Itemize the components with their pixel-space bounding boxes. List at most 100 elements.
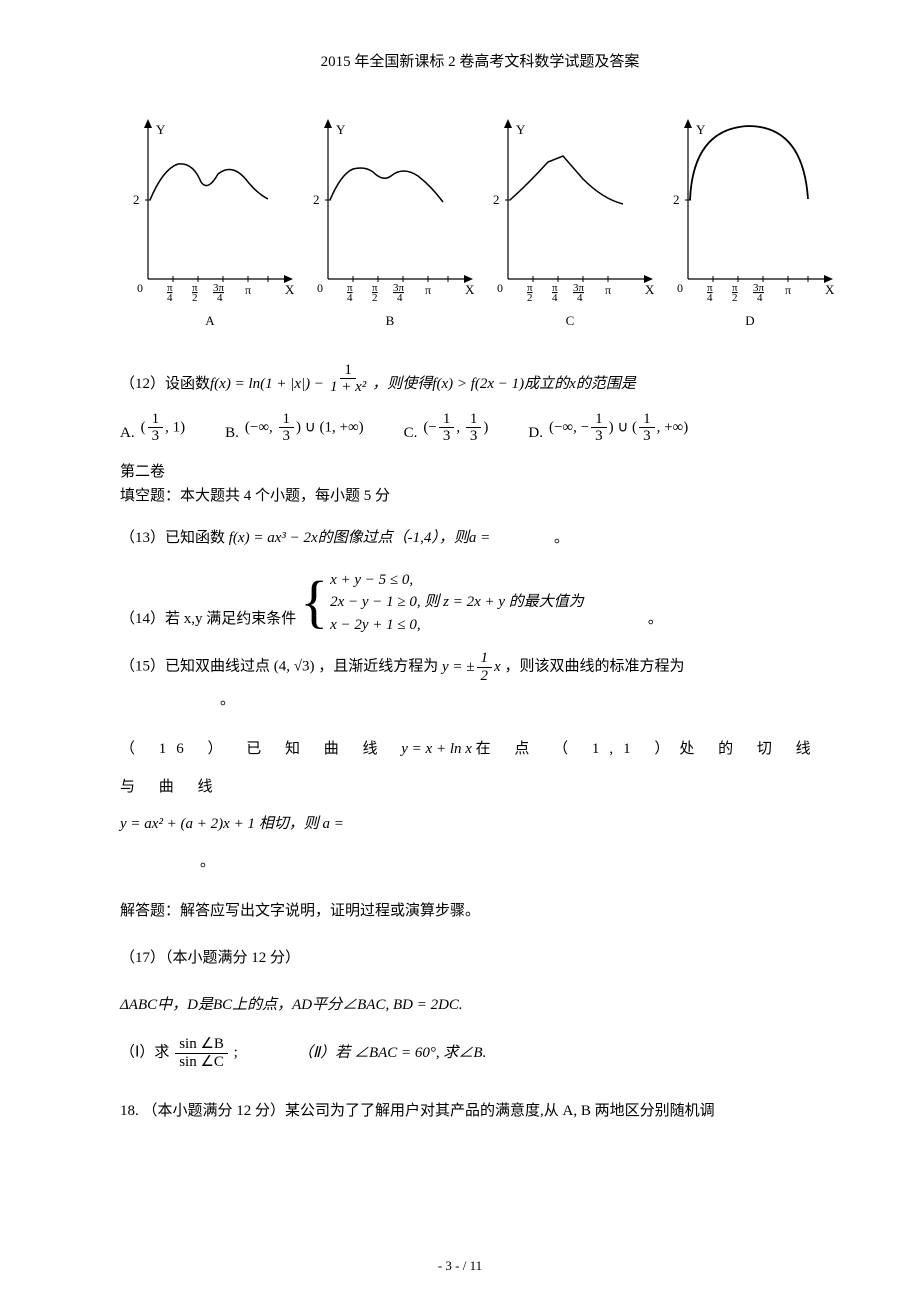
q14: （14）若 x,y 满足约束条件 { x + y − 5 ≤ 0, 2x − y…: [120, 569, 840, 637]
svg-text:Y: Y: [516, 122, 526, 137]
svg-text:2: 2: [527, 292, 533, 304]
svg-text:π: π: [785, 283, 791, 297]
svg-text:Y: Y: [696, 122, 706, 137]
q12-opt-D: D. (−∞, −13) ∪ (13, +∞): [528, 411, 688, 445]
q16-p1: （ 16 ） 已 知 曲 线: [120, 741, 401, 757]
q12: （12）设函数 f(x) = ln(1 + |x|) − 1 1 + x² ，则…: [120, 362, 840, 396]
svg-text:π: π: [425, 283, 431, 297]
q12-formula-lead: f(x) = ln(1 + |x|) −: [210, 372, 324, 396]
q14-dot: 。: [648, 603, 663, 636]
svg-text:4: 4: [552, 292, 558, 304]
chart-A-svg: Y 2 0 π 4 π 2 3π 4 π X: [123, 114, 298, 309]
q15-asym-num: 1: [477, 650, 493, 668]
chart-A-label: A: [205, 311, 214, 332]
svg-text:0: 0: [497, 281, 503, 295]
q18: 18. （本小题满分 12 分）某公司为了了解用户对其产品的满意度,从 A, B…: [120, 1095, 840, 1128]
chart-C: Y 2 0 π 2 π 4 3π 4 π X C: [480, 114, 660, 332]
opt-label-A: A.: [120, 421, 135, 445]
q14-prefix: （14）若 x,y 满足约束条件: [120, 603, 296, 636]
q17-frac-num: sin ∠B: [175, 1036, 228, 1054]
q12-frac: 1 1 + x²: [326, 362, 370, 396]
chart-B: Y 2 0 π 4 π 2 3π 4 π X B: [300, 114, 480, 332]
svg-text:X: X: [825, 282, 835, 297]
q16-dot: 。: [200, 854, 215, 870]
q17-part1-post: ;: [234, 1045, 238, 1061]
svg-text:Y: Y: [336, 122, 346, 137]
chart-C-svg: Y 2 0 π 2 π 4 3π 4 π X: [483, 114, 658, 309]
svg-text:X: X: [465, 282, 475, 297]
q15-asym-tail: x: [494, 659, 501, 675]
q17-frac-den: sin ∠C: [175, 1054, 228, 1071]
chart-C-label: C: [566, 311, 575, 332]
svg-text:4: 4: [397, 292, 403, 304]
svg-text:4: 4: [347, 292, 353, 304]
q15-prefix: （15）已知双曲线过点: [120, 659, 270, 675]
q16: （ 16 ） 已 知 曲 线 y = x + ln x 在 点 （ 1,1 ）处…: [120, 731, 840, 881]
q14-eq2: 2x − y − 1 ≥ 0, 则 z = 2x + y 的最大值为: [330, 591, 584, 614]
fill-instruction: 填空题：本大题共 4 个小题，每小题 5 分: [120, 484, 840, 508]
q15-dot: 。: [220, 692, 235, 708]
q17-frac: sin ∠B sin ∠C: [175, 1036, 228, 1070]
q12-opt-A: A. (13, 1): [120, 411, 185, 445]
q16-f2: y = ax² + (a + 2)x + 1 相切，则 a =: [120, 816, 344, 832]
q13: （13）已知函数 f(x) = ax³ − 2x的图像过点（-1,4），则a =…: [120, 522, 840, 555]
svg-text:Y: Y: [156, 122, 166, 137]
svg-text:X: X: [645, 282, 655, 297]
q17-part2: （Ⅱ）若 ∠BAC = 60°, 求∠B.: [298, 1037, 487, 1070]
svg-text:2: 2: [673, 192, 680, 207]
svg-text:0: 0: [137, 281, 143, 295]
q16-f1: y = x + ln x: [401, 741, 472, 757]
q17-body: ΔABC中，D是BC上的点，AD平分∠BAC, BD = 2DC.: [120, 989, 840, 1022]
brace-icon: {: [300, 576, 328, 628]
chart-D-svg: Y 2 0 π 4 π 2 3π 4 π X: [663, 114, 838, 309]
svg-text:4: 4: [577, 292, 583, 304]
q12-opt-B: B. (−∞, 13) ∪ (1, +∞): [225, 411, 364, 445]
q13-formula: f(x) = ax³ − 2x的图像过点（-1,4），则a =: [229, 530, 491, 546]
q15-suffix: ，则该双曲线的标准方程为: [504, 659, 684, 675]
svg-text:2: 2: [493, 192, 500, 207]
q15-asym-den: 2: [477, 668, 493, 685]
svg-text:π: π: [245, 283, 251, 297]
q12-suffix: ，则使得f(x) > f(2x − 1)成立的x的范围是: [372, 372, 636, 396]
chart-D-label: D: [745, 311, 754, 332]
svg-text:4: 4: [757, 292, 763, 304]
q12-frac-den: 1 + x²: [326, 379, 370, 396]
q12-options: A. (13, 1) B. (−∞, 13) ∪ (1, +∞) C. (−13…: [120, 411, 840, 445]
svg-text:0: 0: [677, 281, 683, 295]
chart-D: Y 2 0 π 4 π 2 3π 4 π X D: [660, 114, 840, 332]
q15: （15）已知双曲线过点 (4, √3) ，且渐近线方程为 y = ±12x ，则…: [120, 650, 840, 717]
q14-system: { x + y − 5 ≤ 0, 2x − y − 1 ≥ 0, 则 z = 2…: [300, 569, 584, 637]
q12-opt-C: C. (−13, 13): [404, 411, 489, 445]
opt-label-B: B.: [225, 421, 239, 445]
chart-B-label: B: [386, 311, 395, 332]
q12-prefix: （12）设函数: [120, 372, 210, 396]
svg-text:X: X: [285, 282, 295, 297]
svg-text:2: 2: [133, 192, 140, 207]
q15-asym-lead: y = ±: [442, 659, 475, 675]
svg-text:2: 2: [313, 192, 320, 207]
svg-text:4: 4: [217, 292, 223, 304]
opt-label-C: C.: [404, 421, 418, 445]
q15-asym: y = ±12x: [442, 659, 504, 675]
q17-parts: （Ⅰ）求 sin ∠B sin ∠C ; （Ⅱ）若 ∠BAC = 60°, 求∠…: [120, 1036, 840, 1070]
answer-charts-row: Y 2 0 π 4 π 2 3π 4 π X A: [120, 114, 840, 332]
q12-frac-num: 1: [340, 362, 356, 380]
q15-mid: ，且渐近线方程为: [318, 659, 438, 675]
q14-eq3: x − 2y + 1 ≤ 0,: [330, 614, 584, 637]
opt-label-D: D.: [528, 421, 543, 445]
svg-text:π: π: [605, 283, 611, 297]
section2-label: 第二卷: [120, 460, 840, 484]
chart-A: Y 2 0 π 4 π 2 3π 4 π X A: [120, 114, 300, 332]
q13-prefix: （13）已知函数: [120, 530, 225, 546]
svg-text:2: 2: [192, 292, 198, 304]
q13-dot: 。: [554, 530, 569, 546]
q17-head: （17）（本小题满分 12 分）: [120, 942, 840, 975]
svg-text:4: 4: [707, 292, 713, 304]
page-number: - 3 - / 11: [0, 1256, 920, 1277]
q15-point: (4, √3): [274, 659, 315, 675]
page-header: 2015 年全国新课标 2 卷高考文科数学试题及答案: [120, 50, 840, 74]
chart-B-svg: Y 2 0 π 4 π 2 3π 4 π X: [303, 114, 478, 309]
svg-text:2: 2: [372, 292, 378, 304]
svg-text:4: 4: [167, 292, 173, 304]
q14-eq1: x + y − 5 ≤ 0,: [330, 569, 584, 592]
